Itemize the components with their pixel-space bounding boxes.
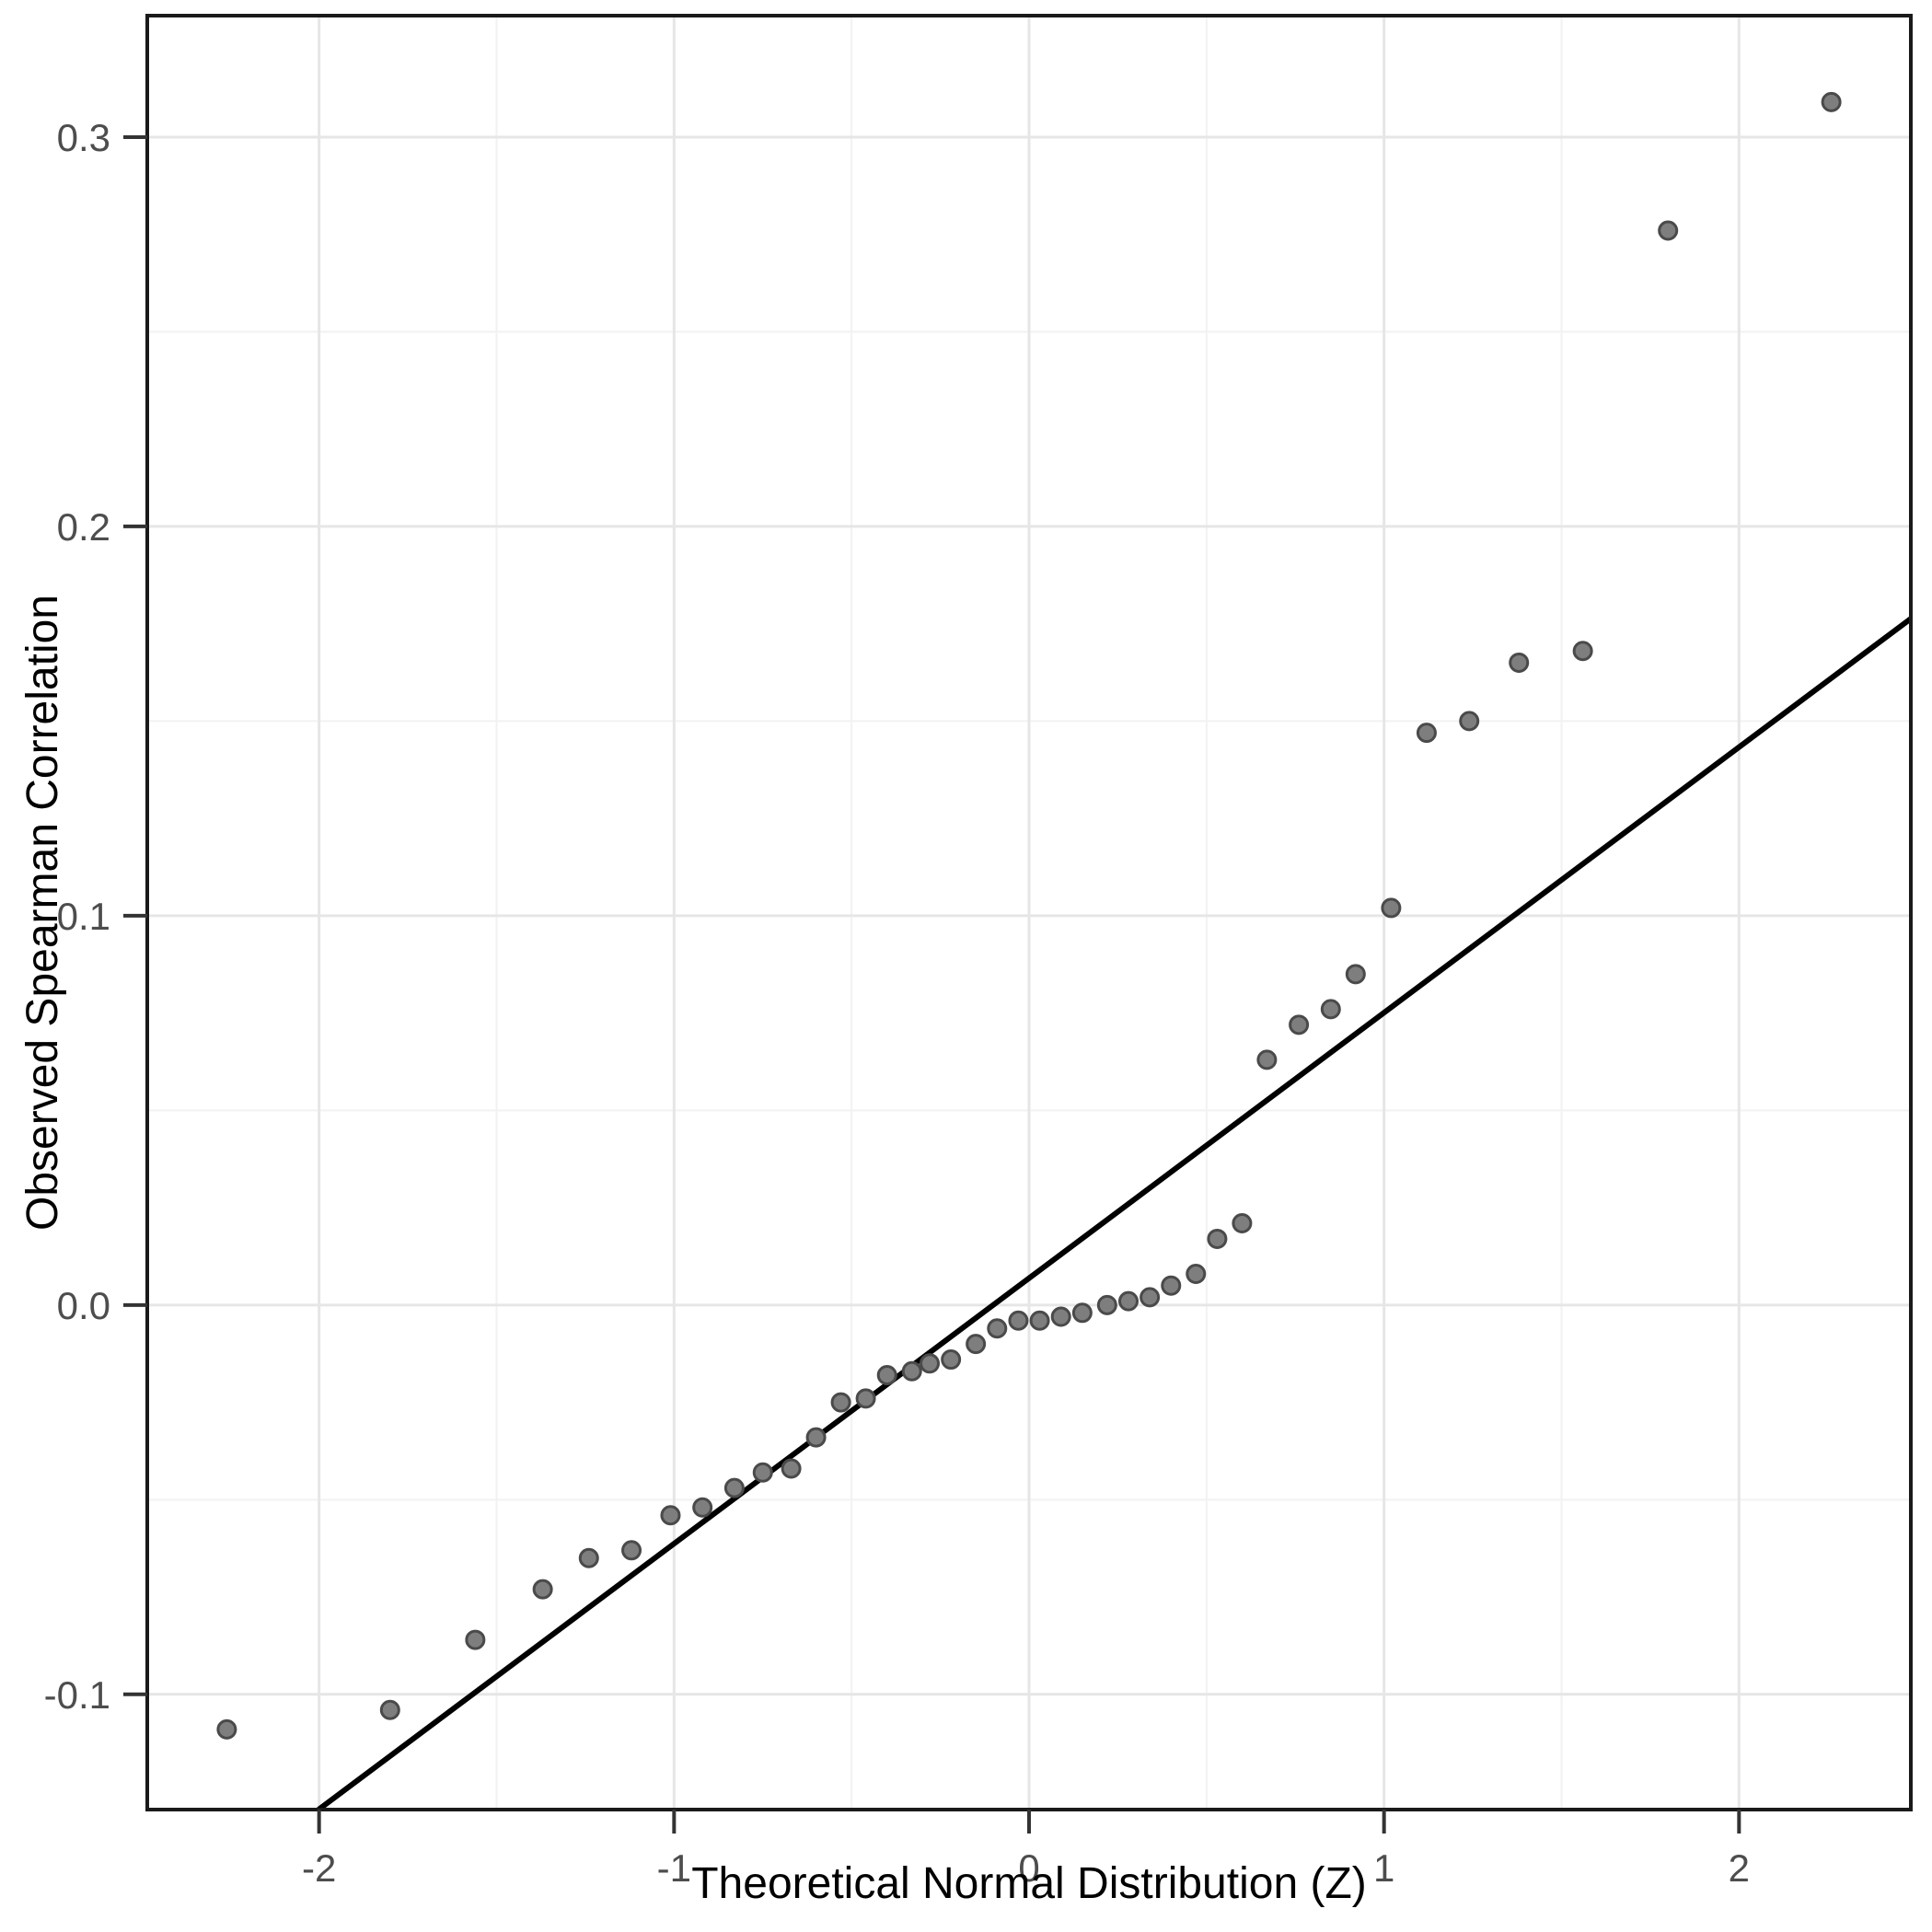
points-layer xyxy=(216,91,1842,1740)
data-point xyxy=(1008,1310,1029,1331)
y-tick-label: 0.0 xyxy=(57,1284,110,1327)
data-point xyxy=(532,1579,553,1600)
data-point xyxy=(621,1540,642,1561)
data-point xyxy=(966,1334,987,1355)
data-point xyxy=(1186,1264,1207,1285)
data-point xyxy=(855,1388,876,1409)
data-point xyxy=(920,1353,941,1374)
ticks-layer xyxy=(123,134,1741,1834)
reference-line xyxy=(317,616,1913,1812)
data-point xyxy=(1207,1228,1228,1249)
data-point xyxy=(723,1477,745,1498)
tick-labels-layer: -2 -1 0 1 2 0.3 0.2 0.1 0.0 -0.1 xyxy=(44,116,1750,1890)
y-axis-title: Observed Spearman Correlation xyxy=(18,595,67,1231)
grid-layer xyxy=(147,16,1911,1810)
y-tick-label: -0.1 xyxy=(44,1673,110,1717)
data-point xyxy=(1140,1287,1161,1308)
data-point xyxy=(1509,652,1530,673)
data-point xyxy=(1416,723,1437,744)
data-point xyxy=(1821,91,1842,112)
data-point xyxy=(1320,999,1341,1020)
data-point xyxy=(752,1462,773,1483)
data-point xyxy=(941,1349,962,1371)
data-point xyxy=(1029,1310,1050,1331)
data-point xyxy=(379,1699,400,1720)
data-point xyxy=(578,1547,599,1568)
x-tick-label: -1 xyxy=(657,1846,691,1890)
data-point xyxy=(830,1392,851,1413)
data-point xyxy=(781,1458,802,1479)
y-tick-label: 0.3 xyxy=(57,116,110,159)
data-point xyxy=(1658,220,1679,241)
data-point xyxy=(1459,711,1480,732)
data-point xyxy=(1345,964,1366,985)
x-tick-label: 0 xyxy=(1018,1846,1039,1890)
data-point xyxy=(1381,897,1402,919)
data-point xyxy=(660,1505,681,1526)
data-point xyxy=(805,1427,827,1448)
y-tick-label: 0.2 xyxy=(57,505,110,549)
data-point xyxy=(1572,641,1593,662)
data-point xyxy=(987,1318,1008,1339)
x-tick-label: -2 xyxy=(302,1846,336,1890)
x-tick-label: 2 xyxy=(1729,1846,1750,1890)
data-point xyxy=(876,1364,897,1385)
data-point xyxy=(1232,1213,1253,1234)
data-point xyxy=(1071,1302,1093,1324)
reference-line-layer xyxy=(317,616,1913,1812)
data-point xyxy=(465,1629,486,1650)
data-point xyxy=(1096,1294,1117,1315)
y-tick-label: 0.1 xyxy=(57,895,110,938)
x-tick-label: 1 xyxy=(1373,1846,1394,1890)
data-point xyxy=(1117,1290,1139,1312)
data-point xyxy=(216,1718,237,1740)
data-point xyxy=(901,1360,922,1382)
data-point xyxy=(1050,1306,1071,1327)
x-axis-title: Theoretical Normal Distribution (Z) xyxy=(691,1859,1367,1908)
data-point xyxy=(692,1497,713,1518)
data-point xyxy=(1161,1275,1182,1296)
data-point xyxy=(1289,1014,1310,1035)
data-point xyxy=(1256,1049,1278,1070)
